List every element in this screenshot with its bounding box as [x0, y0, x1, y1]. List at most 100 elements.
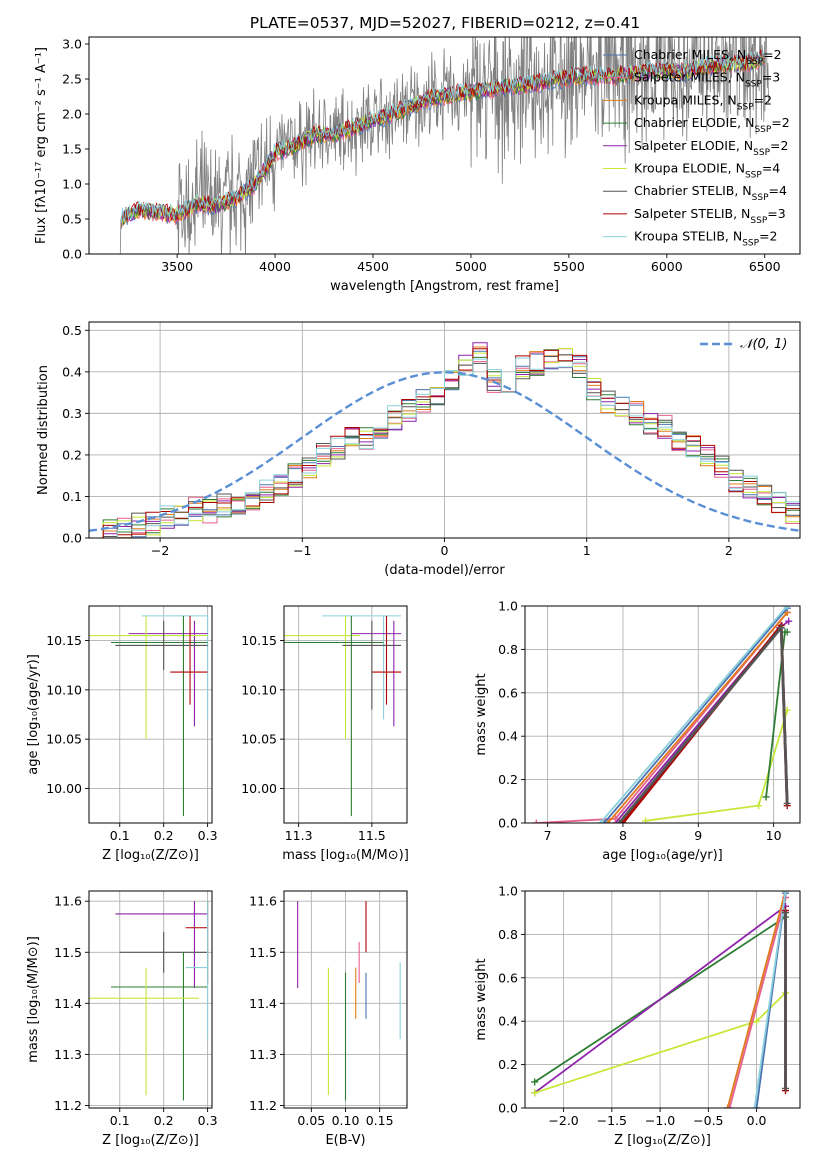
- y-tick-label: 0.4: [62, 364, 82, 379]
- axes-frame: [88, 890, 213, 1109]
- y-tick-label: 2.0: [62, 107, 82, 122]
- histogram-plot: [89, 342, 800, 538]
- weight-marker: [762, 793, 770, 801]
- y-tick-label: 0.5: [62, 323, 82, 338]
- x-tick-label: 0.2: [154, 828, 174, 843]
- weight-marker: [615, 819, 623, 823]
- legend-label: Chabrier MILES, NSSP=2: [634, 47, 782, 67]
- y-tick-label: 0.0: [62, 531, 82, 546]
- weight-marker: [596, 819, 604, 823]
- x-axis-label: Z [log₁₀(Z/Z⊙)]: [614, 1133, 711, 1148]
- weight-line-chabrier-miles: [603, 607, 788, 823]
- y-tick-label: 0.2: [62, 447, 82, 462]
- legend-label-suffix: =4: [762, 161, 780, 176]
- y-tick-label: 1.0: [62, 177, 82, 192]
- x-tick-label: −2.0: [548, 1113, 578, 1128]
- legend-label-suffix: =2: [754, 92, 772, 107]
- panel-spectrum: 3500 4000 4500 5000 5500 6000 6500 0.0 0.5 1.0 1.5…: [34, 36, 801, 294]
- legend-label-suffix: =4: [769, 183, 787, 198]
- observed-spectrum-line: [119, 37, 769, 254]
- x-tick-label: 3500: [161, 259, 193, 274]
- x-tick-label: 0.3: [198, 1113, 218, 1128]
- y-tick-label: 11.2: [249, 1098, 277, 1113]
- figure-title: PLATE=0537, MJD=52027, FIBERID=0212, z=0…: [250, 14, 640, 32]
- y-tick-label: 10.00: [241, 781, 277, 796]
- x-tick-label: 6000: [651, 259, 683, 274]
- weight-line-kroupa-miles: [726, 891, 787, 1108]
- spectrum-plot: [119, 37, 769, 254]
- weight-marker: [531, 1089, 539, 1097]
- weight-marker: [600, 819, 608, 823]
- x-tick-label: 11.3: [285, 828, 313, 843]
- legend-label: Salpeter MILES, NSSP=3: [634, 70, 780, 90]
- y-tick-label: 2.5: [62, 72, 82, 87]
- weight-marker: [753, 1104, 761, 1108]
- weight-plot: [531, 891, 790, 1108]
- y-tick-label: 10.15: [46, 633, 82, 648]
- legend-label: Salpeter STELIB, NSSP=3: [634, 206, 786, 226]
- panel-age-vs-mass: 11.3 11.5 10.00 10.05 10.10 10.15 mass [log₁₀(…: [241, 605, 409, 863]
- weight-marker: [532, 819, 540, 823]
- y-axis-label: mass weight: [474, 673, 489, 755]
- panel-age-vs-Z: 0.1 0.2 0.3 10.00 10.05 10.10 10.15 Z [log₁₀(Z/…: [26, 605, 218, 863]
- y-tick-label: 10.15: [241, 633, 277, 648]
- x-tick-label: 4000: [259, 259, 291, 274]
- x-tick-label: −1.0: [645, 1113, 675, 1128]
- x-tick-label: 0.1: [110, 828, 130, 843]
- weight-marker: [531, 1078, 539, 1086]
- legend-label-main: Kroupa ELODIE, N: [634, 161, 745, 176]
- x-tick-label: 0.3: [198, 828, 218, 843]
- y-tick-label: 0.1: [62, 489, 82, 504]
- y-tick-label: 10.10: [241, 682, 277, 697]
- x-tick-label: 0.15: [366, 1113, 394, 1128]
- model-spectrum-line-kroupa-elodie: [120, 55, 765, 226]
- weight-marker: [611, 815, 619, 823]
- x-tick-label: 0.0: [747, 1113, 767, 1128]
- y-tick-label: 10.05: [241, 732, 277, 747]
- weight-marker: [755, 802, 763, 810]
- weight-marker: [783, 799, 791, 807]
- y-tick-label: 10.05: [46, 732, 82, 747]
- legend-label-sub: SSP: [754, 125, 771, 135]
- weight-line-kroupa-stelib: [753, 891, 787, 1108]
- x-tick-label: 7: [544, 828, 552, 843]
- y-axis-label: age [log₁₀(age/yr)]: [26, 654, 41, 775]
- model-spectrum-line-salpeter-elodie: [120, 55, 765, 227]
- y-tick-label: 0.8: [498, 927, 518, 942]
- y-tick-label: 11.3: [54, 1047, 82, 1062]
- y-tick-label: 11.4: [249, 996, 277, 1011]
- x-axis-label: wavelength [Angstrom, rest frame]: [330, 279, 559, 294]
- legend-label-sub: SSP: [746, 57, 763, 67]
- y-tick-label: 11.5: [249, 945, 277, 960]
- x-tick-label: 6500: [749, 259, 781, 274]
- legend-label-sub: SSP: [753, 148, 770, 158]
- weight-line-salpeter-miles: [728, 897, 787, 1108]
- legend-label: Chabrier STELIB, NSSP=4: [634, 183, 787, 203]
- axes-frame: [283, 890, 408, 1109]
- x-axis-label: Z [log₁₀(Z/Z⊙)]: [102, 1133, 199, 1148]
- y-tick-label: 11.3: [249, 1047, 277, 1062]
- y-tick-label: 0.0: [498, 816, 518, 831]
- y-tick-label: 1.0: [498, 884, 518, 899]
- legend-label-sub: SSP: [737, 102, 754, 112]
- x-tick-label: 8: [619, 828, 627, 843]
- legend-label-sub: SSP: [742, 239, 759, 249]
- y-tick-label: 11.6: [249, 894, 277, 909]
- weight-marker: [783, 628, 791, 636]
- y-tick-label: 0.2: [498, 772, 518, 787]
- axes-frame: [524, 605, 801, 824]
- y-tick-label: 11.6: [54, 894, 82, 909]
- legend-label-main: Salpeter MILES, N: [634, 70, 745, 85]
- legend-label-sub: SSP: [752, 193, 769, 203]
- y-tick-label: 1.5: [62, 142, 82, 157]
- y-tick-label: 0.2: [498, 1057, 518, 1072]
- weight-marker: [777, 624, 785, 632]
- legend-label-sub: SSP: [750, 216, 767, 226]
- y-tick-label: 1.0: [498, 599, 518, 614]
- y-tick-label: 10.00: [46, 781, 82, 796]
- x-tick-label: 0: [441, 543, 449, 558]
- y-tick-label: 0.6: [498, 970, 518, 985]
- x-axis-label: (data-model)/error: [384, 563, 505, 578]
- x-axis-label: E(B-V): [325, 1133, 365, 1148]
